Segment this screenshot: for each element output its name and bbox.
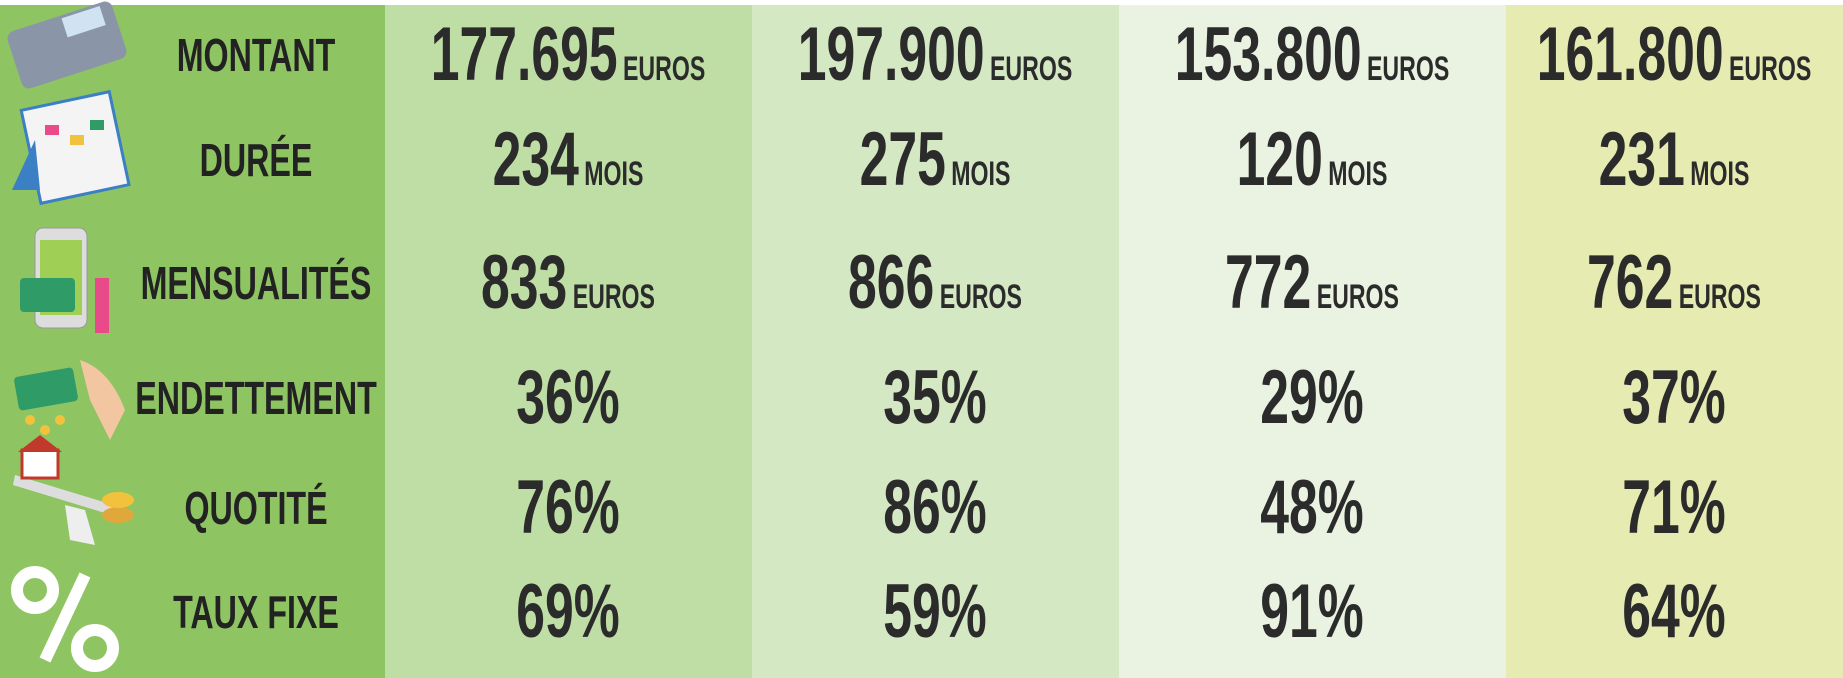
cell-value: 772: [1225, 240, 1311, 325]
cell-unit: MOIS: [584, 155, 643, 193]
cell-value: 153.800: [1175, 12, 1362, 97]
cell: 69%: [516, 574, 619, 650]
cell-value: 29%: [1260, 355, 1363, 440]
scale-icon: [13, 435, 134, 545]
icons: [0, 0, 140, 678]
row-label: MENSUALITÉS: [141, 256, 372, 310]
cell-unit: EUROS: [1729, 50, 1811, 88]
cell-value: 76%: [516, 465, 619, 550]
cell-unit: EUROS: [1317, 278, 1399, 316]
cell-unit: MOIS: [1690, 155, 1749, 193]
cell-value: 91%: [1260, 569, 1363, 654]
cell-value: 71%: [1622, 465, 1725, 550]
cell: 64%: [1622, 574, 1725, 650]
cell-value: 120: [1237, 117, 1323, 202]
cell-unit: EUROS: [1367, 50, 1449, 88]
cell-value: 177.695: [431, 12, 618, 97]
cell-value: 866: [848, 240, 934, 325]
cell: 35%: [883, 360, 986, 436]
phone-icon: [20, 228, 109, 333]
cell-value: 86%: [883, 465, 986, 550]
row-label: TAUX FIXE: [173, 585, 339, 639]
cell: 86%: [883, 470, 986, 546]
cell: 91%: [1260, 574, 1363, 650]
cell-unit: EUROS: [1679, 278, 1761, 316]
cell-value: 48%: [1260, 465, 1363, 550]
cell: 37%: [1622, 360, 1725, 436]
infographic: MONTANT177.695EUROS197.900EUROS153.800EU…: [0, 0, 1843, 678]
cell-value: 161.800: [1537, 12, 1724, 97]
cell-unit: MOIS: [1328, 155, 1387, 193]
cell-value: 231: [1599, 117, 1685, 202]
row-label: MONTANT: [177, 28, 336, 82]
cell: 29%: [1260, 360, 1363, 436]
cell-value: 197.900: [798, 12, 985, 97]
cell-unit: EUROS: [940, 278, 1022, 316]
cell-unit: EUROS: [573, 278, 655, 316]
percent-icon: [17, 572, 113, 666]
cell-unit: EUROS: [623, 50, 705, 88]
cell-value: 234: [493, 117, 579, 202]
cell-value: 37%: [1622, 355, 1725, 440]
calculator-icon: [5, 0, 128, 91]
cell: 59%: [883, 574, 986, 650]
cell: 76%: [516, 470, 619, 546]
row-label: ENDETTEMENT: [135, 371, 377, 425]
cell-value: 59%: [883, 569, 986, 654]
cell-value: 35%: [883, 355, 986, 440]
row-label: DURÉE: [200, 133, 313, 187]
row-label: QUOTITÉ: [184, 481, 327, 535]
cell-value: 275: [860, 117, 946, 202]
cell-value: 833: [481, 240, 567, 325]
cell-unit: MOIS: [951, 155, 1010, 193]
cell-unit: EUROS: [990, 50, 1072, 88]
cell: 71%: [1622, 470, 1725, 546]
cell: 48%: [1260, 470, 1363, 546]
cell-value: 36%: [516, 355, 619, 440]
cell-value: 64%: [1622, 569, 1725, 654]
cell-value: 69%: [516, 569, 619, 654]
cell-value: 762: [1587, 240, 1673, 325]
card-icon: [14, 360, 125, 440]
cell: 36%: [516, 360, 619, 436]
calendar-icon: [12, 92, 129, 204]
